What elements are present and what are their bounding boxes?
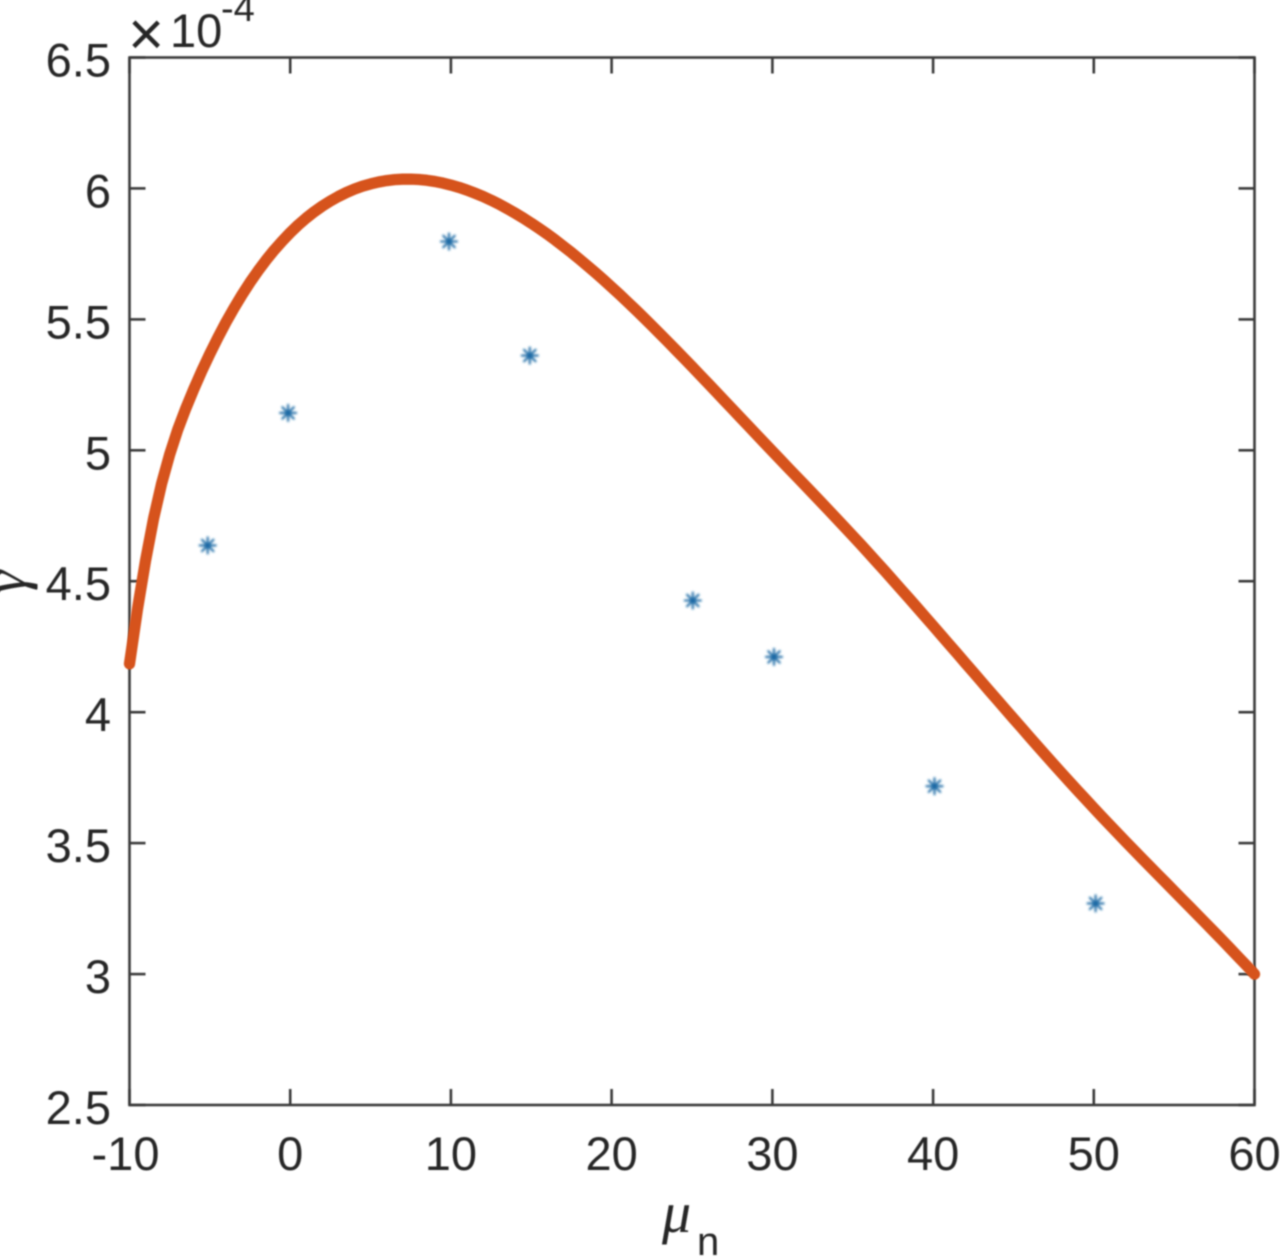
svg-text:60: 60 bbox=[1228, 1127, 1280, 1180]
svg-text:10: 10 bbox=[425, 1127, 477, 1180]
svg-text:5: 5 bbox=[85, 426, 111, 479]
svg-text:6: 6 bbox=[85, 164, 111, 217]
svg-text:10: 10 bbox=[170, 4, 222, 57]
svg-text:n: n bbox=[697, 1220, 719, 1258]
svg-text:-4: -4 bbox=[221, 0, 255, 30]
svg-text:2.5: 2.5 bbox=[46, 1081, 111, 1134]
svg-text:30: 30 bbox=[746, 1127, 798, 1180]
svg-text:0: 0 bbox=[277, 1127, 303, 1180]
svg-text:γ: γ bbox=[0, 568, 38, 593]
svg-text:40: 40 bbox=[907, 1127, 959, 1180]
svg-text:3.5: 3.5 bbox=[46, 819, 111, 872]
svg-text:6.5: 6.5 bbox=[46, 34, 111, 87]
svg-text:×: × bbox=[128, 0, 164, 69]
svg-text:4: 4 bbox=[85, 688, 111, 741]
svg-text:20: 20 bbox=[585, 1127, 637, 1180]
svg-text:μ: μ bbox=[661, 1180, 691, 1245]
svg-text:5.5: 5.5 bbox=[46, 295, 111, 348]
svg-text:50: 50 bbox=[1068, 1127, 1120, 1180]
svg-text:-10: -10 bbox=[92, 1127, 160, 1180]
svg-text:3: 3 bbox=[85, 950, 111, 1003]
svg-text:4.5: 4.5 bbox=[46, 557, 111, 610]
